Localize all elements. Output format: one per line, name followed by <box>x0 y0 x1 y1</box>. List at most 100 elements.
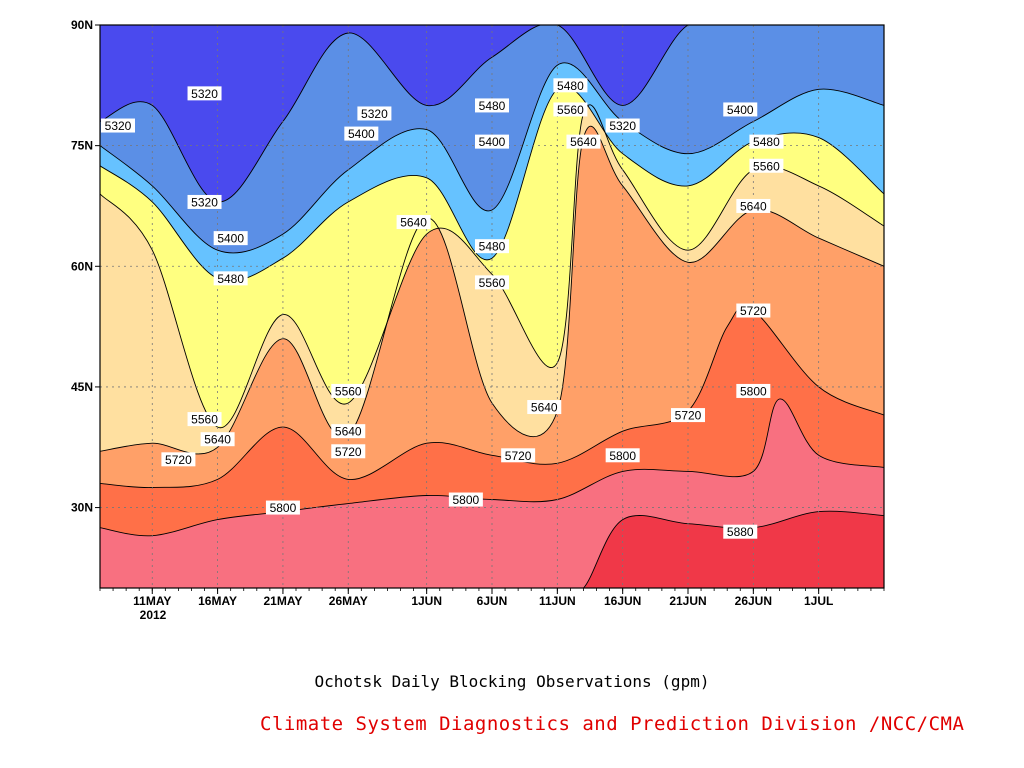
contour-label: 5560 <box>475 275 509 290</box>
contour-label-value: 5560 <box>191 413 218 427</box>
contour-label-box <box>331 383 366 398</box>
contour-label: 5880 <box>723 524 758 539</box>
contour-label-value: 5560 <box>335 384 362 398</box>
contour-label-value: 5720 <box>165 453 192 467</box>
contour-label-box <box>331 444 366 459</box>
contour-label: 5560 <box>187 412 222 427</box>
contour-label-value: 5800 <box>609 449 636 463</box>
contour-label-box <box>475 239 509 254</box>
y-tick-label: 90N <box>71 18 93 32</box>
contour-label: 5400 <box>213 231 248 246</box>
contour-label: 5480 <box>475 98 509 113</box>
contour-label: 5480 <box>553 78 588 93</box>
contour-label-value: 5720 <box>505 449 532 463</box>
credit-line: Climate System Diagnostics and Predictio… <box>260 713 965 735</box>
x-tick-label: 11MAY <box>133 594 171 608</box>
contour-label: 5560 <box>749 158 784 173</box>
contour-label-box <box>527 400 562 415</box>
x-axis-year-label: 2012 <box>140 608 167 622</box>
contour-label-value: 5400 <box>217 232 244 246</box>
contour-label-box <box>723 102 758 117</box>
x-tick-label: 21MAY <box>263 594 302 608</box>
contour-label: 5800 <box>448 492 483 507</box>
contour-label-box <box>357 106 392 121</box>
contour-label: 5640 <box>396 215 431 230</box>
contour-label: 5640 <box>566 134 601 149</box>
contour-label-box <box>671 408 705 423</box>
x-tick-label: 6JUN <box>477 594 508 608</box>
contour-label-box <box>396 215 431 230</box>
contour-label-box <box>475 134 509 149</box>
x-tick-label: 26JUN <box>735 594 772 608</box>
contour-label-box <box>553 102 588 117</box>
contour-label-value: 5400 <box>348 127 375 141</box>
contour-label: 5720 <box>671 408 705 423</box>
contour-label-box <box>101 118 135 133</box>
contour-label-box <box>501 448 536 463</box>
contour-label-box <box>187 194 222 209</box>
contour-label-value: 5560 <box>557 103 584 117</box>
contour-label: 5720 <box>501 448 536 463</box>
contour-label: 5320 <box>605 118 640 133</box>
contour-label-value: 5320 <box>609 119 636 133</box>
contour-label-value: 5320 <box>191 87 218 101</box>
contour-label-value: 5320 <box>191 195 218 209</box>
x-tick-label: 26MAY <box>329 594 368 608</box>
contour-label-box <box>213 231 248 246</box>
y-axis: 30N 45N 60N 75N 90N <box>71 18 100 515</box>
contour-label: 5400 <box>723 102 758 117</box>
contour-label-value: 5720 <box>335 445 362 459</box>
contour-label: 5560 <box>331 383 366 398</box>
contour-label-value: 5480 <box>753 135 780 149</box>
contour-label-value: 5640 <box>740 199 767 213</box>
x-tick-label: 1JUN <box>411 594 442 608</box>
contour-label-value: 5720 <box>740 304 767 318</box>
y-tick-label: 30N <box>71 501 93 515</box>
contour-label-value: 5480 <box>557 79 584 93</box>
x-tick-label: 21JUN <box>669 594 706 608</box>
contour-label: 5480 <box>749 134 784 149</box>
y-tick-label: 75N <box>71 139 93 153</box>
contour-label: 5560 <box>553 102 588 117</box>
contour-label-value: 5400 <box>479 135 506 149</box>
contour-label-box <box>475 275 509 290</box>
contour-label-value: 5560 <box>479 276 506 290</box>
contour-label: 5800 <box>605 448 640 463</box>
contour-label-value: 5640 <box>531 401 558 415</box>
contour-label: 5720 <box>736 303 771 318</box>
contour-label-box <box>213 271 248 286</box>
contour-label-box <box>161 452 196 467</box>
contour-label-value: 5400 <box>727 103 754 117</box>
contour-label: 5720 <box>331 444 366 459</box>
contour-label-box <box>553 78 588 93</box>
contour-label-box <box>187 412 222 427</box>
contour-label: 5640 <box>331 424 366 439</box>
contour-label-box <box>749 158 784 173</box>
contour-labels: 5320 5320 5320 5320 5320 5400 5400 5400 5400 5480… <box>101 78 784 539</box>
contour-label: 5320 <box>101 118 135 133</box>
contour-label-value: 5640 <box>400 216 427 230</box>
x-tick-label: 11JUN <box>539 594 576 608</box>
contour-label-value: 5800 <box>740 384 767 398</box>
contour-label-box <box>736 303 771 318</box>
contour-line-5800 <box>100 398 884 537</box>
contour-line-5640 <box>100 125 884 455</box>
y-tick-label: 45N <box>71 380 93 394</box>
contour-label-value: 5800 <box>270 501 297 515</box>
contour-label-box <box>344 126 379 141</box>
contour-label-box <box>736 383 771 398</box>
contour-label: 5720 <box>161 452 196 467</box>
contour-label-box <box>723 524 758 539</box>
contour-label-box <box>200 432 235 447</box>
contour-label-value: 5320 <box>105 119 132 133</box>
y-tick-label: 60N <box>71 259 93 273</box>
contour-label: 5320 <box>187 86 222 101</box>
contour-label-box <box>566 134 601 149</box>
contour-label: 5400 <box>475 134 509 149</box>
contour-label-value: 5640 <box>570 135 597 149</box>
contour-label: 5800 <box>736 383 771 398</box>
x-tick-label: 16MAY <box>198 594 237 608</box>
x-axis: 11MAY 16MAY 21MAY 26MAY 1JUN 6JUN 11JUN 16JUN 21… <box>99 588 885 608</box>
contour-label: 5640 <box>527 400 562 415</box>
contour-label: 5480 <box>213 271 248 286</box>
